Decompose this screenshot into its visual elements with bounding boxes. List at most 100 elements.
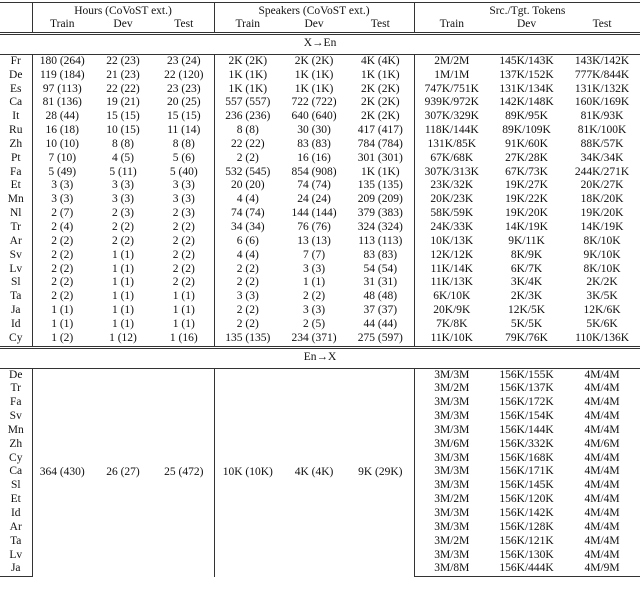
- table-row: Ru 16 (18) 10 (15) 11 (14) 8 (8) 30 (30) 417 (…: [0, 124, 640, 138]
- language: Fa: [0, 396, 33, 411]
- cell: 2 (7): [51, 207, 74, 220]
- table-row: Ja 3M/8M 156K/444K 4M/9M: [0, 562, 640, 578]
- cell: 4M/4M: [584, 382, 620, 395]
- cell: 131K/132K: [574, 82, 630, 95]
- language: Pt: [0, 151, 33, 166]
- table-row: Id 3M/3M 156K/142K 4M/4M: [0, 507, 640, 521]
- cell: 2K (2K): [347, 82, 415, 97]
- column-header: Dev: [113, 18, 133, 30]
- cell: 14K/19K: [580, 220, 624, 233]
- table-row: Nl 2 (7) 2 (3) 2 (3) 74 (74) 144 (144) 379 (38…: [0, 207, 640, 221]
- language: Ar: [0, 234, 33, 249]
- cell: 2 (2): [154, 220, 215, 235]
- table-row: Sv 2 (2) 1 (1) 2 (2) 4 (4) 7 (7) 83 (83) 12K/12…: [0, 248, 640, 263]
- cell: 3M/3M: [434, 396, 470, 409]
- cell: 2 (5): [303, 317, 326, 330]
- cell: 4 (4): [236, 248, 259, 261]
- shared-cell: 364 (430): [39, 465, 85, 478]
- cell: 3 (3): [154, 179, 215, 194]
- cell: 2K/3K: [510, 290, 543, 303]
- cell: 4M/4M: [584, 368, 620, 381]
- cell: 156K/145K: [499, 479, 554, 492]
- cell: 2 (2): [51, 290, 74, 303]
- table-row: Zh 10 (10) 8 (8) 8 (8) 22 (22) 83 (83) 784 (78…: [0, 137, 640, 152]
- group-header: Hours (CoVoST ext.): [32, 2, 215, 18]
- language: Sl: [0, 479, 33, 494]
- cell: 16 (16): [297, 151, 331, 164]
- table-row: Id 1 (1) 1 (1) 1 (1) 2 (2) 2 (5) 44 (44) 7K/8K 5…: [0, 317, 640, 332]
- cell: 44 (44): [347, 317, 415, 332]
- cell: 76 (76): [297, 220, 331, 233]
- cell: 144 (144): [291, 207, 337, 220]
- cell: 1 (1): [154, 317, 215, 332]
- language: Mn: [0, 423, 33, 438]
- language: Tr: [0, 220, 33, 235]
- cell: 37 (37): [347, 304, 415, 318]
- section-title: X→En: [0, 31, 640, 55]
- cell: 1 (1): [111, 248, 135, 261]
- cell: 131K/134K: [499, 82, 554, 95]
- cell: 156K/137K: [499, 382, 554, 395]
- cell: 7 (7): [303, 248, 326, 261]
- language: Sv: [0, 410, 33, 424]
- cell: 4M/4M: [584, 534, 620, 547]
- cell: 1K (1K): [294, 68, 334, 81]
- cell: 8 (8): [111, 137, 135, 150]
- cell: 3M/3M: [434, 520, 470, 533]
- cell: 1 (1): [111, 276, 135, 289]
- cell: 3 (3): [154, 193, 215, 208]
- stats-table: Hours (CoVoST ext.) Speakers (CoVoST ext.…: [0, 2, 640, 578]
- language: Cy: [0, 451, 33, 466]
- shared-cell: 9K (29K): [347, 368, 415, 577]
- table-row: Fa 5 (49) 5 (11) 5 (40) 532 (545) 854 (908) 1K…: [0, 165, 640, 180]
- cell: 12K/6K: [583, 304, 621, 317]
- cell: 3 (3): [51, 179, 74, 192]
- cell: 12K/12K: [430, 248, 474, 261]
- language: Ru: [0, 124, 33, 138]
- cell: 118K/144K: [424, 124, 479, 137]
- cell: 1 (1): [111, 290, 135, 303]
- cell: 15 (15): [154, 110, 215, 125]
- cell: 89K/95K: [505, 110, 548, 123]
- cell: 2 (2): [236, 151, 259, 164]
- cell: 4M/4M: [584, 520, 620, 533]
- cell: 142K/148K: [499, 96, 554, 109]
- cell: 854 (908): [291, 165, 337, 178]
- cell: 5 (11): [109, 165, 137, 178]
- cell: 2 (2): [51, 276, 74, 289]
- cell: 8K/9K: [510, 248, 543, 261]
- cell: 1M/1M: [434, 68, 470, 81]
- language: Zh: [0, 137, 33, 152]
- cell: 30 (30): [297, 124, 331, 137]
- cell: 307K/329K: [424, 110, 479, 123]
- cell: 244K/271K: [574, 165, 630, 178]
- cell: 31 (31): [347, 276, 415, 291]
- cell: 1 (1): [51, 317, 74, 330]
- cell: 2 (2): [51, 234, 74, 247]
- table-row: Hours (CoVoST ext.) Speakers (CoVoST ext.…: [0, 2, 640, 18]
- table-row: It 28 (44) 15 (15) 15 (15) 236 (236) 640 (640…: [0, 110, 640, 125]
- cell: 18K/20K: [580, 193, 624, 206]
- cell: 7 (10): [48, 151, 77, 164]
- cell: 209 (209): [347, 193, 415, 208]
- cell: 83 (83): [297, 137, 331, 150]
- table-row: Sl 2 (2) 1 (1) 2 (2) 2 (2) 1 (1) 31 (31) 11K/13…: [0, 276, 640, 291]
- cell: 16 (18): [45, 124, 80, 137]
- cell: 5 (49): [48, 165, 77, 178]
- cell: 2K (2K): [347, 110, 415, 125]
- table-row: Fa 3M/3M 156K/172K 4M/4M: [0, 396, 640, 411]
- cell: 88K/57K: [580, 137, 624, 150]
- column-header: Dev: [516, 18, 537, 30]
- cell: 11K/13K: [430, 276, 473, 289]
- cell: 2 (2): [236, 317, 259, 330]
- cell: 1 (1): [51, 304, 74, 317]
- cell: 156K/155K: [499, 368, 554, 381]
- cell: 180 (264): [39, 54, 85, 67]
- cell: 1 (16): [154, 331, 215, 348]
- cell: 8 (8): [154, 137, 215, 152]
- cell: 3 (3): [51, 193, 74, 206]
- cell: 1 (2): [51, 331, 74, 344]
- language: Ca: [0, 96, 33, 111]
- cell: 23 (23): [154, 82, 215, 97]
- cell: 156K/144K: [499, 423, 554, 436]
